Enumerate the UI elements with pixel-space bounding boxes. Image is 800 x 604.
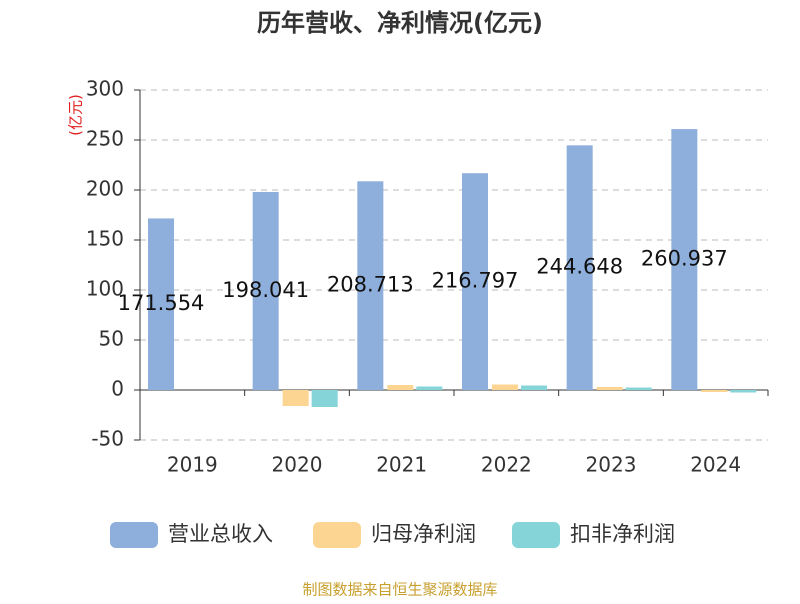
source-note: 制图数据来自恒生聚源数据库 — [302, 581, 497, 599]
bar — [701, 390, 728, 392]
x-tick-label: 2023 — [586, 453, 637, 477]
bar — [416, 386, 443, 390]
x-tick-label: 2021 — [376, 453, 427, 477]
bar — [625, 387, 652, 390]
legend-swatch — [110, 522, 158, 548]
data-label: 208.713 — [327, 273, 414, 297]
y-tick-label: 100 — [86, 277, 124, 301]
y-tick-label: 300 — [86, 77, 124, 101]
bar — [671, 129, 698, 391]
bar — [521, 385, 547, 390]
y-tick-label: 200 — [86, 177, 124, 201]
data-label: 216.797 — [432, 269, 519, 293]
y-tick-label: -50 — [91, 427, 124, 451]
bar — [462, 173, 488, 390]
bar — [357, 181, 384, 390]
bar — [596, 387, 623, 390]
x-tick-label: 2024 — [690, 453, 741, 477]
bar — [282, 390, 309, 406]
y-axis-label: (亿元) — [67, 94, 85, 136]
legend-label: 营业总收入 — [168, 522, 273, 546]
legend-label: 扣非净利润 — [570, 522, 675, 546]
legend-label: 归母净利润 — [371, 522, 476, 546]
x-tick-label: 2019 — [167, 453, 218, 477]
bar — [311, 390, 338, 407]
y-tick-label: 0 — [111, 377, 124, 401]
x-tick-label: 2020 — [272, 453, 323, 477]
data-label: 260.937 — [641, 247, 728, 271]
bar — [387, 385, 414, 390]
bar — [492, 384, 518, 390]
x-tick-label: 2022 — [481, 453, 532, 477]
data-label: 244.648 — [536, 255, 623, 279]
bar — [566, 145, 593, 390]
bar — [148, 218, 174, 390]
y-tick-label: 250 — [86, 127, 124, 151]
y-tick-label: 150 — [86, 227, 124, 251]
chart-title: 历年营收、净利情况(亿元) — [257, 9, 543, 37]
data-label: 171.554 — [118, 291, 205, 315]
legend-swatch — [313, 522, 361, 548]
bar — [730, 390, 757, 393]
y-tick-label: 50 — [99, 327, 124, 351]
data-label: 198.041 — [222, 278, 309, 302]
bar — [252, 191, 279, 390]
legend-swatch — [512, 522, 560, 548]
